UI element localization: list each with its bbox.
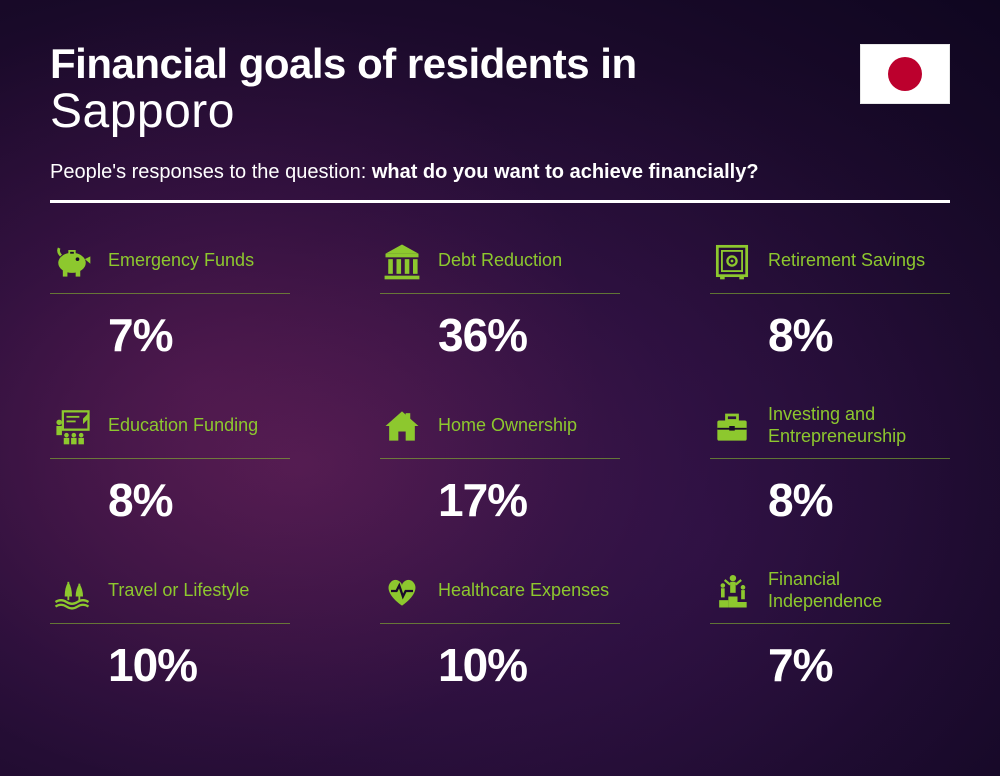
goal-item-head: Financial Independence [710,569,950,624]
goal-value: 10% [50,638,290,692]
briefcase-icon [710,404,754,448]
goal-item: Emergency Funds 7% [50,239,290,362]
goal-item: Healthcare Expenses 10% [380,569,620,692]
goal-value: 8% [710,473,950,527]
goal-label: Retirement Savings [768,250,925,272]
goal-value: 17% [380,473,620,527]
education-icon [50,404,94,448]
goal-label: Emergency Funds [108,250,254,272]
goal-item-head: Investing and Entrepreneurship [710,404,950,459]
title-line1: Financial goals of residents in [50,40,950,88]
health-icon [380,569,424,613]
goal-label: Debt Reduction [438,250,562,272]
goal-value: 10% [380,638,620,692]
goal-item-head: Healthcare Expenses [380,569,620,624]
goal-item: Home Ownership 17% [380,404,620,527]
goal-value: 8% [50,473,290,527]
items-grid: Emergency Funds 7% Debt Reduction 36% Retire… [50,239,950,692]
flag-japan [860,44,950,104]
independence-icon [710,569,754,613]
goal-item-head: Retirement Savings [710,239,950,294]
goal-label: Education Funding [108,415,258,437]
goal-item-head: Debt Reduction [380,239,620,294]
goal-item: Investing and Entrepreneurship 8% [710,404,950,527]
home-icon [380,404,424,448]
travel-icon [50,569,94,613]
subtitle: People's responses to the question: what… [50,161,950,184]
goal-label: Healthcare Expenses [438,580,609,602]
flag-circle [888,57,922,91]
goal-item: Education Funding 8% [50,404,290,527]
goal-item-head: Emergency Funds [50,239,290,294]
goal-value: 8% [710,308,950,362]
goal-item: Travel or Lifestyle 10% [50,569,290,692]
divider [50,200,950,203]
goal-value: 7% [50,308,290,362]
goal-label: Financial Independence [768,569,950,612]
piggy-icon [50,239,94,283]
goal-item: Financial Independence 7% [710,569,950,692]
goal-label: Travel or Lifestyle [108,580,249,602]
goal-item-head: Travel or Lifestyle [50,569,290,624]
goal-item: Debt Reduction 36% [380,239,620,362]
subtitle-prefix: People's responses to the question: [50,161,372,183]
goal-item-head: Education Funding [50,404,290,459]
title-line2: Sapporo [50,84,950,139]
goal-label: Home Ownership [438,415,577,437]
subtitle-bold: what do you want to achieve financially? [372,161,759,183]
goal-item: Retirement Savings 8% [710,239,950,362]
safe-icon [710,239,754,283]
goal-value: 7% [710,638,950,692]
header: Financial goals of residents in Sapporo [50,40,950,139]
goal-label: Investing and Entrepreneurship [768,404,950,447]
bank-icon [380,239,424,283]
goal-value: 36% [380,308,620,362]
goal-item-head: Home Ownership [380,404,620,459]
